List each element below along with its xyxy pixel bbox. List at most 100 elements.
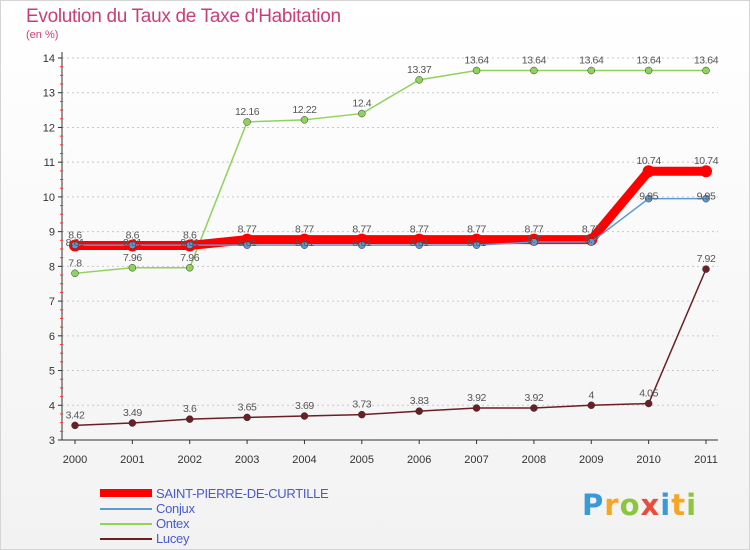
series-line-lucey <box>74 268 707 427</box>
legend-swatch-lucey <box>100 538 152 540</box>
logo-letter: i <box>660 488 672 522</box>
y-tick-label: 7 <box>49 296 55 308</box>
data-point-saint-pierre-de-curtille <box>470 233 483 246</box>
data-label-lucey: 3.49 <box>123 407 142 419</box>
data-label-lucey: 3.83 <box>410 395 429 407</box>
data-point-conjux <box>472 241 481 249</box>
y-tick-label: 8 <box>49 261 55 273</box>
data-label-conjux: 8.61 <box>66 237 85 249</box>
y-tick-label: 14 <box>43 53 55 65</box>
data-point-lucey <box>702 265 710 273</box>
data-point-lucey <box>243 413 251 422</box>
data-label-saint-pierre-de-curtille: 8.77 <box>295 224 314 236</box>
data-label-ontex: 13.64 <box>522 55 547 67</box>
legend-label-lucey: Lucey <box>156 531 190 546</box>
data-label-conjux: 8.61 <box>295 237 314 249</box>
x-tick-label: 2010 <box>636 454 660 466</box>
y-tick-label: 9 <box>49 227 55 239</box>
data-point-conjux <box>300 241 309 249</box>
legend-swatch-saint-pierre <box>100 489 152 497</box>
data-point-saint-pierre-de-curtille <box>413 233 426 246</box>
data-label-conjux: 9.95 <box>639 191 658 203</box>
legend-label-conjux: Conjux <box>156 501 195 516</box>
data-point-ontex <box>472 66 481 75</box>
data-point-conjux <box>530 238 538 246</box>
data-point-conjux <box>128 241 137 249</box>
logo-letter: t <box>671 488 687 522</box>
data-point-lucey <box>185 415 194 423</box>
data-point-lucey <box>71 421 79 430</box>
x-tick-label: 2003 <box>235 454 259 466</box>
y-tick-label: 4 <box>49 400 55 412</box>
data-label-lucey: 3.92 <box>467 392 486 404</box>
data-label-ontex: 13.64 <box>579 55 604 67</box>
data-point-ontex <box>243 118 251 126</box>
chart-subtitle: (en %) <box>26 29 59 41</box>
data-point-conjux <box>243 241 251 249</box>
data-label-ontex: 13.64 <box>464 55 489 67</box>
series-line-ontex <box>74 69 707 275</box>
data-label-ontex: 13.64 <box>636 55 661 67</box>
x-tick-label: 2005 <box>350 454 374 466</box>
logo-letter: x <box>640 488 661 522</box>
data-point-lucey <box>472 404 481 412</box>
x-tick-label: 2011 <box>694 454 718 466</box>
data-label-ontex: 7.96 <box>123 252 142 264</box>
data-point-lucey <box>644 399 653 408</box>
data-label-ontex: 13.37 <box>407 64 432 76</box>
data-label-conjux: 8.61 <box>410 237 429 249</box>
data-point-ontex <box>358 109 366 118</box>
data-point-ontex <box>300 116 309 124</box>
data-label-ontex: 12.4 <box>352 98 371 110</box>
data-label-conjux: 8.61 <box>352 237 371 249</box>
data-label-conjux: 9.95 <box>697 191 716 203</box>
data-label-saint-pierre-de-curtille: 8.77 <box>410 224 429 236</box>
data-point-saint-pierre-de-curtille <box>700 165 712 178</box>
data-point-conjux <box>185 241 194 249</box>
data-point-lucey <box>415 407 423 415</box>
series-line-conjux <box>74 197 707 246</box>
x-tick-label: 2009 <box>579 454 603 466</box>
x-tick-label: 2002 <box>177 454 201 466</box>
data-point-ontex <box>71 269 79 278</box>
data-point-saint-pierre-de-curtille <box>642 165 655 178</box>
y-tick-label: 6 <box>49 331 55 343</box>
x-tick-label: 2001 <box>120 454 144 466</box>
data-label-saint-pierre-de-curtille: 8.6 <box>68 230 82 242</box>
legend-label-ontex: Ontex <box>156 516 190 531</box>
data-point-saint-pierre-de-curtille <box>241 233 254 246</box>
data-label-conjux: 8.61 <box>238 237 257 249</box>
y-tick-label: 10 <box>43 192 55 204</box>
data-point-lucey <box>587 401 596 410</box>
data-point-ontex <box>185 264 194 272</box>
data-label-saint-pierre-de-curtille: 8.77 <box>467 224 486 236</box>
proxiti-logo: Proxiti <box>582 488 697 522</box>
data-label-saint-pierre-de-curtille: 8.6 <box>183 230 197 242</box>
data-label-ontex: 7.8 <box>68 257 82 269</box>
logo-letter: P <box>582 488 605 522</box>
data-point-conjux <box>415 241 423 249</box>
data-point-ontex <box>702 66 710 75</box>
y-tick-label: 13 <box>43 88 55 100</box>
data-label-lucey: 3.6 <box>183 403 197 415</box>
y-tick-label: 5 <box>49 366 55 378</box>
data-point-conjux <box>587 238 596 246</box>
data-label-ontex: 12.22 <box>292 104 317 116</box>
data-point-lucey <box>128 419 137 427</box>
data-point-conjux <box>644 194 653 203</box>
y-tick-label: 11 <box>44 157 55 169</box>
x-tick-label: 2004 <box>292 454 316 466</box>
data-label-lucey: 3.69 <box>295 400 314 412</box>
y-tick-label: 12 <box>43 122 55 134</box>
data-label-saint-pierre-de-curtille: 10.74 <box>636 155 661 167</box>
data-label-lucey: 7.92 <box>697 253 716 265</box>
data-point-conjux <box>71 241 79 249</box>
data-label-conjux: 8.61 <box>180 237 199 249</box>
data-label-lucey: 4 <box>589 389 595 401</box>
logo-letter: r <box>604 488 620 522</box>
data-point-lucey <box>530 404 538 412</box>
logo-letter: o <box>619 488 641 522</box>
data-point-saint-pierre-de-curtille <box>298 233 311 246</box>
logo-letter: i <box>686 488 698 522</box>
